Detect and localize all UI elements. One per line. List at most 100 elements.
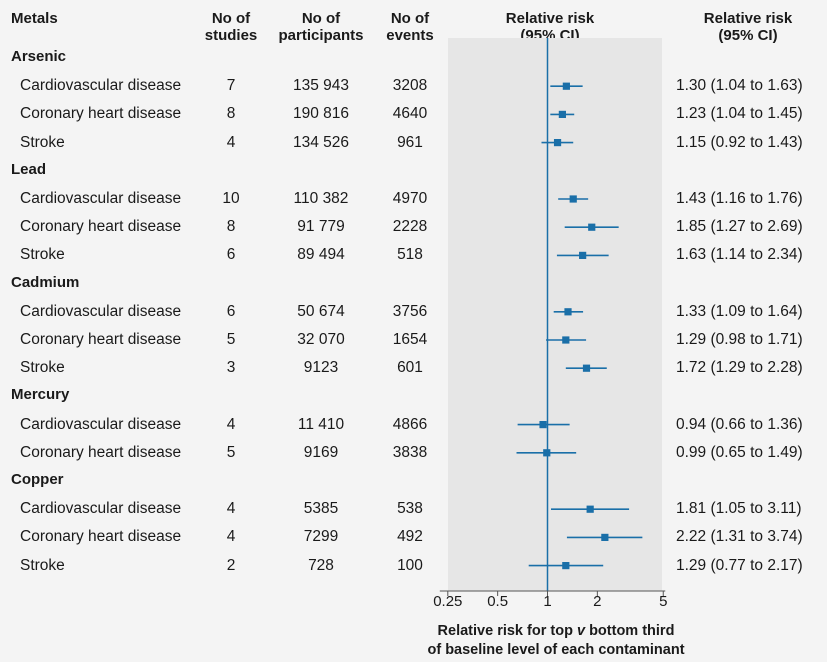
outcome-label: Cardiovascular disease bbox=[20, 77, 182, 95]
participants-count: 9169 bbox=[303, 443, 339, 461]
outcome-label: Stroke bbox=[20, 133, 65, 151]
outcome-label: Stroke bbox=[20, 359, 65, 377]
participants-count: 89 494 bbox=[297, 246, 345, 264]
estimate-marker bbox=[562, 82, 570, 90]
events-count: 601 bbox=[397, 359, 423, 377]
outcome-label: Cardiovascular disease bbox=[20, 190, 182, 207]
ci-text: 2.22 (1.31 to 3.74) bbox=[676, 528, 803, 546]
events-count: 4866 bbox=[392, 415, 428, 433]
events-count: 3208 bbox=[392, 77, 428, 95]
header-rr-text-line1: Relative risk bbox=[703, 10, 793, 27]
estimate-marker bbox=[553, 139, 562, 147]
ci-text: 1.72 (1.29 to 2.28) bbox=[676, 359, 803, 377]
header-studies-line2: studies bbox=[204, 27, 258, 44]
outcome-label: Stroke bbox=[20, 246, 65, 264]
events-count: 538 bbox=[397, 500, 423, 518]
header-events: No of events bbox=[370, 10, 450, 44]
events-count: 3838 bbox=[392, 443, 428, 461]
x-tick-label: 5 bbox=[659, 593, 668, 610]
group-label: Arsenic bbox=[11, 48, 67, 65]
events-count: 1654 bbox=[392, 331, 428, 348]
estimate-marker bbox=[601, 533, 609, 541]
studies-count: 10 bbox=[222, 190, 240, 207]
x-axis-label: Relative risk for top v bottom third of … bbox=[427, 622, 684, 660]
header-events-line2: events bbox=[386, 27, 434, 44]
group-label: Cadmium bbox=[11, 273, 80, 291]
estimate-marker bbox=[564, 308, 572, 316]
outcome-label: Coronary heart disease bbox=[20, 443, 182, 461]
studies-count: 4 bbox=[226, 500, 236, 518]
ci-text: 0.99 (0.65 to 1.49) bbox=[676, 443, 803, 461]
studies-count: 6 bbox=[226, 246, 236, 264]
header-participants-line2: participants bbox=[278, 27, 364, 44]
estimate-marker bbox=[579, 251, 587, 259]
estimate-marker bbox=[586, 505, 594, 513]
ci-text: 1.29 (0.98 to 1.71) bbox=[676, 331, 803, 348]
estimate-marker bbox=[582, 364, 591, 372]
ci-text: 1.30 (1.04 to 1.63) bbox=[676, 77, 803, 95]
outcome-label: Cardiovascular disease bbox=[20, 415, 182, 433]
studies-count: 4 bbox=[226, 415, 236, 433]
group-label: Lead bbox=[11, 160, 47, 178]
ci-text: 1.15 (0.92 to 1.43) bbox=[676, 133, 803, 151]
studies-count: 4 bbox=[226, 528, 236, 546]
x-axis-label-line1: Relative risk for top v bottom third bbox=[437, 623, 675, 639]
studies-count: 8 bbox=[226, 105, 236, 123]
header-participants: No of participants bbox=[266, 10, 376, 44]
studies-count: 7 bbox=[226, 77, 236, 95]
events-count: 492 bbox=[397, 528, 423, 546]
header-metals: Metals bbox=[11, 10, 58, 27]
estimate-marker bbox=[539, 421, 547, 429]
outcome-label: Cardiovascular disease bbox=[20, 500, 182, 518]
events-count: 100 bbox=[397, 556, 423, 574]
x-tick-label: 1 bbox=[543, 593, 552, 610]
participants-count: 32 070 bbox=[297, 331, 345, 348]
ci-text: 0.94 (0.66 to 1.36) bbox=[676, 415, 803, 433]
participants-count: 91 779 bbox=[297, 218, 345, 236]
x-tick-label: 0.25 bbox=[433, 593, 463, 610]
ci-text: 1.85 (1.27 to 2.69) bbox=[676, 218, 803, 236]
participants-count: 134 526 bbox=[292, 133, 350, 151]
header-participants-line1: No of bbox=[301, 10, 341, 27]
x-tick-label: 2 bbox=[593, 593, 602, 610]
estimate-marker bbox=[588, 223, 596, 231]
events-count: 518 bbox=[397, 246, 423, 264]
x-tick-label: 0.5 bbox=[487, 593, 509, 610]
ci-text: 1.23 (1.04 to 1.45) bbox=[676, 105, 803, 123]
participants-count: 9123 bbox=[303, 359, 339, 377]
ci-text: 1.33 (1.09 to 1.64) bbox=[676, 302, 803, 320]
participants-count: 728 bbox=[308, 556, 334, 574]
header-studies: No of studies bbox=[186, 10, 276, 44]
events-count: 4640 bbox=[392, 105, 428, 123]
ci-text: 1.81 (1.05 to 3.11) bbox=[676, 500, 802, 518]
header-studies-line1: No of bbox=[211, 10, 251, 27]
header-rr-plot-line1: Relative risk bbox=[505, 10, 595, 27]
studies-count: 5 bbox=[226, 331, 236, 348]
ci-text: 1.63 (1.14 to 2.34) bbox=[676, 246, 803, 264]
estimate-marker bbox=[558, 110, 566, 118]
participants-count: 190 816 bbox=[292, 105, 350, 123]
ci-text: 1.43 (1.16 to 1.76) bbox=[676, 190, 803, 207]
ci-text: 1.29 (0.77 to 2.17) bbox=[676, 556, 803, 574]
events-count: 3756 bbox=[392, 302, 428, 320]
studies-count: 6 bbox=[226, 302, 236, 320]
x-label-italic: v bbox=[576, 623, 586, 639]
participants-count: 5385 bbox=[303, 500, 339, 518]
outcome-label: Coronary heart disease bbox=[20, 218, 182, 236]
plot-panel bbox=[448, 38, 662, 591]
outcome-label: Cardiovascular disease bbox=[20, 302, 182, 320]
outcome-label: Coronary heart disease bbox=[20, 528, 182, 546]
participants-count: 11 410 bbox=[297, 415, 345, 433]
studies-count: 3 bbox=[226, 359, 236, 377]
outcome-label: Stroke bbox=[20, 556, 65, 574]
group-label: Mercury bbox=[11, 386, 70, 404]
events-count: 961 bbox=[397, 133, 423, 151]
participants-count: 7299 bbox=[303, 528, 339, 546]
x-axis-label-line2: of baseline level of each contaminant bbox=[427, 642, 685, 658]
studies-count: 5 bbox=[226, 443, 236, 461]
header-rr-text-line2: (95% CI) bbox=[718, 27, 778, 44]
estimate-marker bbox=[562, 562, 570, 570]
outcome-label: Coronary heart disease bbox=[20, 331, 182, 348]
studies-count: 4 bbox=[226, 133, 236, 151]
